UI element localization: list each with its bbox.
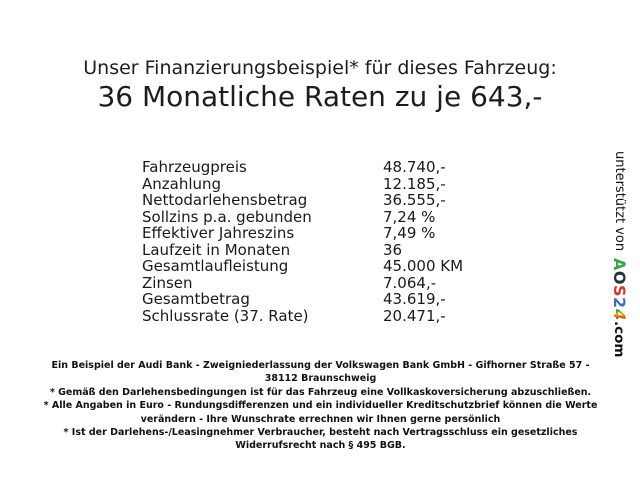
watermark-prefix: unterstützt von	[612, 151, 627, 252]
row-label: Zinsen	[142, 273, 193, 292]
support-watermark: unterstützt von AOS24.com	[606, 151, 632, 471]
row-value: 36	[383, 240, 403, 259]
table-row: Schlussrate (37. Rate) 20.471,-	[142, 306, 463, 325]
table-row: Zinsen 7.064,-	[142, 273, 463, 292]
table-row: Laufzeit in Monaten 36	[142, 240, 463, 259]
legal-line-bank: Ein Beispiel der Audi Bank - Zweignieder…	[51, 360, 590, 385]
legal-line-insurance: * Gemäß den Darlehensbedingungen ist für…	[49, 386, 592, 398]
row-label: Effektiver Jahreszins	[142, 224, 295, 242]
row-value: 12.185,-	[383, 174, 446, 193]
table-row: Sollzins p.a. gebunden 7,24 %	[142, 207, 463, 226]
row-label: Sollzins p.a. gebunden	[142, 207, 312, 226]
row-value: 7,49 %	[383, 224, 436, 242]
legal-line-withdrawal: * Ist der Darlehens-/Leasingnehmer Verbr…	[63, 427, 578, 452]
row-value: 7,24 %	[383, 207, 436, 226]
table-row: Nettodarlehensbetrag 36.555,-	[142, 192, 463, 209]
title-headline: 36 Monatliche Raten zu je 643,-	[97, 80, 543, 113]
aos24-logo: AOS24	[610, 258, 629, 320]
legal-footer: Ein Beispiel der Audi Bank - Zweignieder…	[38, 359, 603, 453]
logo-letter: S	[610, 285, 629, 298]
row-label: Laufzeit in Monaten	[142, 240, 291, 259]
finance-table: Fahrzeugpreis 48.740,- Anzahlung 12.185,…	[142, 159, 463, 324]
logo-letter: A	[610, 258, 629, 271]
row-label: Gesamtlaufleistung	[142, 257, 289, 275]
logo-letter: O	[610, 270, 629, 286]
table-row: Effektiver Jahreszins 7,49 %	[142, 225, 463, 242]
logo-letter: 2	[610, 297, 629, 309]
table-row: Anzahlung 12.185,-	[142, 174, 463, 193]
table-row: Gesamtbetrag 43.619,-	[142, 291, 463, 308]
table-row: Gesamtlaufleistung 45.000 KM	[142, 258, 463, 275]
row-value: 48.740,-	[383, 158, 446, 176]
row-label: Nettodarlehensbetrag	[142, 191, 308, 209]
financing-title: Unser Finanzierungsbeispiel* für dieses …	[0, 56, 640, 113]
row-label: Gesamtbetrag	[142, 290, 250, 308]
legal-line-euro: * Alle Angaben in Euro - Rundungsdiffere…	[43, 400, 598, 425]
logo-letter: 4	[610, 308, 629, 321]
row-value: 45.000 KM	[383, 257, 464, 275]
row-value: 43.619,-	[383, 290, 446, 308]
watermark-suffix: .com	[611, 321, 627, 358]
row-label: Schlussrate (37. Rate)	[142, 306, 309, 325]
title-subline: Unser Finanzierungsbeispiel* für dieses …	[83, 57, 557, 79]
row-value: 20.471,-	[383, 306, 446, 325]
brand-banner-wrap: FESER GRAF A900653	[374, 0, 640, 40]
row-value: 36.555,-	[383, 191, 446, 209]
row-label: Anzahlung	[142, 174, 222, 193]
row-label: Fahrzeugpreis	[142, 158, 247, 176]
row-value: 7.064,-	[383, 273, 437, 292]
table-row: Fahrzeugpreis 48.740,-	[142, 159, 463, 176]
